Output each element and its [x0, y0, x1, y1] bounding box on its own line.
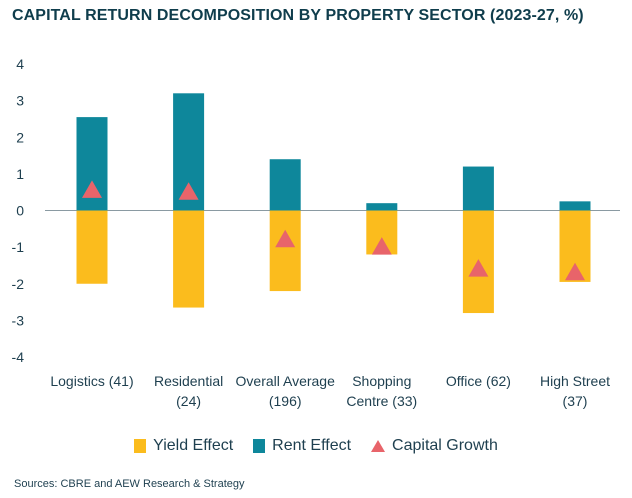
- source-note: Sources: CBRE and AEW Research & Strateg…: [14, 478, 245, 490]
- bar-yield-effect: [173, 210, 205, 308]
- marker-capital-growth: [565, 262, 585, 281]
- legend-swatch-rent: [253, 439, 266, 453]
- y-tick-label: 4: [16, 56, 24, 72]
- bar-rent-effect: [269, 159, 301, 211]
- x-category-label: Office (62): [446, 373, 511, 389]
- y-tick-label: -3: [12, 312, 25, 328]
- y-tick-label: 3: [16, 93, 24, 109]
- y-tick-label: -4: [12, 349, 25, 365]
- legend-item-yield: Yield Effect: [134, 437, 233, 455]
- x-category-label: Logistics (41): [50, 373, 133, 389]
- legend-marker-capital: [371, 440, 386, 452]
- x-category-label: Overall Average: [236, 373, 336, 389]
- legend-label-yield: Yield Effect: [153, 437, 234, 454]
- bar-yield-effect: [76, 210, 108, 284]
- marker-capital-growth: [275, 229, 296, 248]
- y-tick-label: 2: [16, 129, 24, 145]
- y-tick-label: 1: [16, 166, 24, 182]
- chart-area: 4 3 2 1 0 -1 -2 -3 -4 Logistics (41) Residential (2…: [12, 56, 620, 409]
- x-category-label: (24): [176, 393, 201, 409]
- legend-swatch-yield: [134, 439, 147, 453]
- marker-capital-growth: [468, 259, 489, 277]
- marker-capital-growth: [371, 237, 392, 255]
- chart-legend: Yield Effect Rent Effect Capital Growth: [0, 437, 632, 455]
- x-category-label: (37): [563, 393, 588, 409]
- bar-rent-effect: [462, 166, 494, 211]
- legend-label-rent: Rent Effect: [272, 437, 352, 454]
- chart-title: CAPITAL RETURN DECOMPOSITION BY PROPERTY…: [12, 7, 584, 24]
- marker-capital-growth: [82, 180, 102, 198]
- legend-label-capital: Capital Growth: [392, 437, 498, 454]
- legend-item-capital: Capital Growth: [371, 437, 498, 455]
- x-category-label: Shopping: [352, 373, 411, 389]
- bar-rent-effect: [366, 203, 398, 211]
- legend-item-rent: Rent Effect: [253, 437, 351, 455]
- x-category-label: (196): [269, 393, 302, 409]
- y-tick-label: 0: [16, 203, 24, 219]
- bar-yield-effect: [269, 210, 301, 292]
- y-tick-label: -1: [12, 239, 25, 255]
- x-category-label: Residential: [154, 373, 223, 389]
- bar-rent-effect: [559, 201, 591, 211]
- y-tick-label: -2: [12, 276, 25, 292]
- x-category-label: High Street: [540, 373, 610, 389]
- marker-capital-growth: [178, 182, 199, 200]
- x-category-label: Centre (33): [346, 393, 417, 409]
